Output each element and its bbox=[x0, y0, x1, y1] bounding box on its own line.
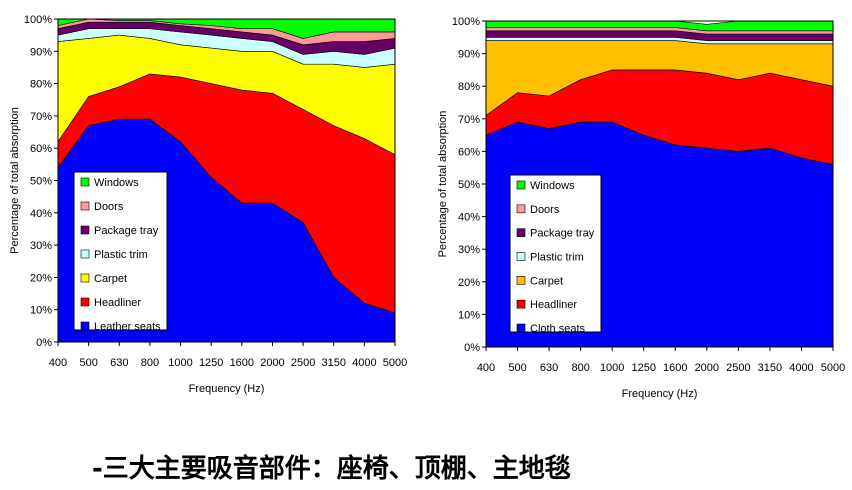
legend-swatch bbox=[80, 321, 90, 331]
chart-1: 0% 10% 20% 30% 40% 50% 60% 70% 80% 90% 100% 400 500 6… bbox=[9, 14, 407, 395]
legend-swatch bbox=[80, 201, 90, 211]
x-tick-label: 400 bbox=[49, 357, 67, 369]
x-tick-label: 4000 bbox=[352, 357, 376, 369]
legend-swatch bbox=[516, 228, 526, 237]
y-axis-label: Percentage of total absorption bbox=[9, 107, 21, 254]
legend-swatch bbox=[516, 323, 526, 333]
legend-label: Carpet bbox=[530, 275, 563, 287]
legend-label: Plastic trim bbox=[530, 252, 584, 264]
legend-swatch bbox=[80, 225, 90, 235]
x-tick-label: 1000 bbox=[600, 362, 624, 374]
legend-label: Doors bbox=[94, 201, 124, 213]
legend-swatch bbox=[516, 252, 526, 261]
y-tick-label: 60% bbox=[30, 143, 52, 155]
y-tick-label: 50% bbox=[30, 176, 52, 188]
legend-swatch bbox=[80, 273, 90, 283]
x-tick-label: 630 bbox=[540, 362, 558, 374]
y-tick-label: 30% bbox=[30, 240, 52, 252]
y-tick-label: 60% bbox=[458, 146, 480, 158]
legend-label: Carpet bbox=[94, 273, 127, 285]
legend-label: Doors bbox=[530, 204, 560, 216]
y-tick-label: 20% bbox=[458, 277, 480, 289]
x-tick-label: 1250 bbox=[199, 357, 223, 369]
x-tick-label: 500 bbox=[508, 362, 526, 374]
x-axis-label: Frequency (Hz) bbox=[622, 388, 698, 400]
y-tick-label: 90% bbox=[458, 49, 480, 61]
y-tick-label: 40% bbox=[458, 212, 480, 224]
x-tick-label: 800 bbox=[571, 362, 589, 374]
legend-label: Cloth seats bbox=[530, 323, 586, 335]
y-axis-label: Percentage of total absorption bbox=[437, 111, 449, 258]
legend-label: Plastic trim bbox=[94, 249, 148, 261]
y-tick-label: 90% bbox=[30, 46, 52, 58]
x-tick-label: 400 bbox=[477, 362, 495, 374]
chart-2: 0% 10% 20% 30% 40% 50% 60% 70% 80% 90% 100% 400 500 6… bbox=[437, 16, 845, 400]
x-tick-label: 4000 bbox=[789, 362, 813, 374]
caption-text: -三大主要吸音部件：座椅、顶棚、主地毯 bbox=[92, 454, 571, 484]
y-tick-label: 20% bbox=[30, 272, 52, 284]
legend-swatch bbox=[80, 297, 90, 307]
x-tick-label: 2000 bbox=[695, 362, 719, 374]
x-tick-label: 3150 bbox=[758, 362, 782, 374]
legend: Windows Doors Package tray Plastic trim Carp… bbox=[73, 171, 168, 333]
legend-label: Leather seats bbox=[94, 321, 161, 333]
legend-swatch bbox=[80, 177, 90, 187]
y-tick-label: 10% bbox=[30, 305, 52, 317]
legend-label: Windows bbox=[530, 180, 575, 192]
y-tick-label: 80% bbox=[458, 81, 480, 93]
x-tick-label: 1600 bbox=[663, 362, 687, 374]
x-tick-label: 2500 bbox=[291, 357, 315, 369]
x-tick-label: 5000 bbox=[821, 362, 845, 374]
x-tick-label: 1600 bbox=[230, 357, 254, 369]
y-tick-label: 70% bbox=[458, 114, 480, 126]
legend-label: Windows bbox=[94, 177, 139, 189]
legend-label: Headliner bbox=[530, 299, 577, 311]
y-tick-label: 70% bbox=[30, 111, 52, 123]
x-tick-label: 1250 bbox=[631, 362, 655, 374]
x-tick-label: 5000 bbox=[383, 357, 407, 369]
y-tick-label: 80% bbox=[30, 79, 52, 91]
charts-canvas: 0% 10% 20% 30% 40% 50% 60% 70% 80% 90% 100% 400 500 6… bbox=[9, 14, 845, 400]
y-tick-label: 30% bbox=[458, 244, 480, 256]
legend-swatch bbox=[516, 180, 526, 190]
y-tick-label: 40% bbox=[30, 208, 52, 220]
y-tick-label: 50% bbox=[458, 179, 480, 191]
x-tick-label: 500 bbox=[79, 357, 97, 369]
legend-box bbox=[73, 171, 168, 331]
x-tick-label: 2000 bbox=[260, 357, 284, 369]
legend-swatch bbox=[516, 276, 526, 285]
legend-label: Headliner bbox=[94, 297, 141, 309]
x-tick-label: 3150 bbox=[321, 357, 345, 369]
legend-label: Package tray bbox=[530, 228, 595, 240]
y-tick-label: 100% bbox=[452, 16, 480, 28]
x-axis-label: Frequency (Hz) bbox=[189, 383, 265, 395]
legend-label: Package tray bbox=[94, 225, 159, 237]
y-tick-label: 100% bbox=[24, 14, 52, 26]
x-tick-label: 630 bbox=[110, 357, 128, 369]
legend-swatch bbox=[516, 299, 526, 309]
x-tick-label: 1000 bbox=[168, 357, 192, 369]
x-tick-label: 800 bbox=[141, 357, 159, 369]
y-tick-label: 10% bbox=[458, 309, 480, 321]
y-tick-label: 0% bbox=[36, 337, 52, 349]
x-tick-label: 2500 bbox=[726, 362, 750, 374]
legend-swatch bbox=[80, 249, 90, 259]
y-tick-label: 0% bbox=[464, 342, 480, 354]
legend: Windows Doors Package tray Plastic trim Carp… bbox=[509, 174, 602, 335]
legend-swatch bbox=[516, 204, 526, 214]
